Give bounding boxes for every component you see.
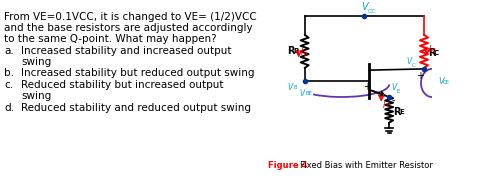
Text: V: V [299,89,305,98]
Text: b.: b. [4,68,14,78]
Text: I: I [300,48,302,57]
Text: E: E [395,89,399,94]
Text: Reduced stability and reduced output swing: Reduced stability and reduced output swi… [21,103,251,113]
Text: Increased stability but reduced output swing: Increased stability but reduced output s… [21,68,254,78]
Text: and the base resistors are adjusted accordingly: and the base resistors are adjusted acco… [4,23,252,33]
Text: E: E [398,109,403,115]
Text: -: - [390,95,394,105]
Text: to the same Q-point. What may happen?: to the same Q-point. What may happen? [4,34,217,44]
Text: V: V [390,83,396,92]
Text: V: V [437,77,443,86]
Text: I: I [383,101,385,110]
Text: a.: a. [4,46,14,56]
Text: B: B [303,52,306,57]
Text: c.: c. [4,80,14,90]
Text: R: R [427,48,434,58]
Text: I: I [428,45,430,54]
Text: CE: CE [442,80,449,86]
Text: C: C [431,48,435,53]
Text: Increased stability and increased output: Increased stability and increased output [21,46,231,56]
Text: E: E [386,103,389,108]
Text: R: R [286,46,294,56]
Text: V: V [405,57,410,66]
Text: V: V [361,2,367,12]
Text: swing: swing [21,57,51,67]
Text: From VE=0.1VCC, it is changed to VE= (1/2)VCC: From VE=0.1VCC, it is changed to VE= (1/… [4,12,257,22]
Text: +: + [363,82,370,92]
Text: Figure 4: Figure 4 [267,161,306,170]
Text: BE: BE [305,91,312,96]
Text: swing: swing [21,91,51,101]
Text: B: B [293,48,298,54]
Text: +: + [415,71,423,81]
Text: Reduced stability but increased output: Reduced stability but increased output [21,80,224,90]
Text: R: R [392,107,400,117]
Text: C: C [433,50,438,56]
Text: V: V [287,83,292,92]
Text: CC: CC [366,9,375,14]
Text: C: C [411,63,415,68]
Text: Fixed Bias with Emitter Resistor: Fixed Bias with Emitter Resistor [299,161,432,170]
Text: B: B [293,85,297,90]
Text: d.: d. [4,103,14,113]
